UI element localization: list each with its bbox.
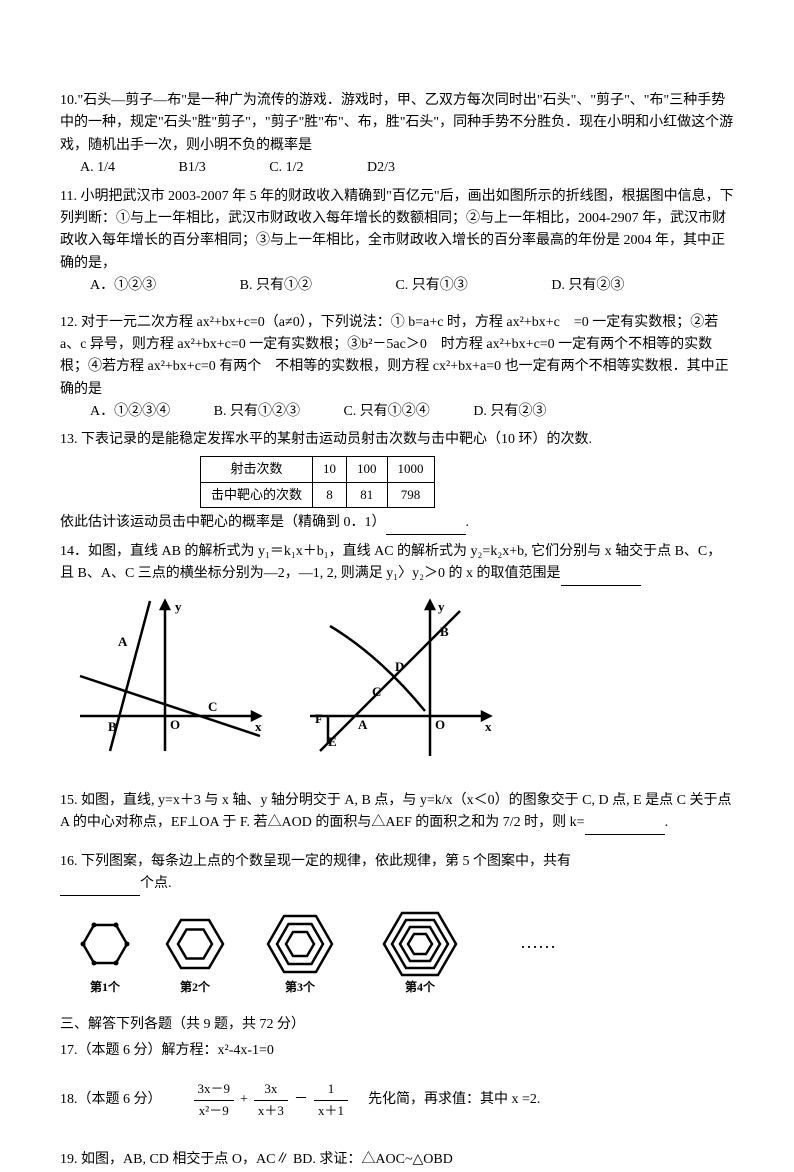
- svg-text:C: C: [372, 684, 381, 699]
- svg-text:C: C: [208, 699, 217, 714]
- hexagon-svg: …… 第1个 第2个 第3个 第4个: [60, 906, 580, 996]
- question-14: 14．如图，直线 AB 的解析式为 y₁＝k₁x＋b₁，直线 AC 的解析式为 …: [60, 541, 734, 586]
- q10-opt-c: C. 1/2: [269, 157, 303, 179]
- graph-figures: x y O A B C x y O B D C A: [60, 596, 500, 756]
- q13-text2: 依此估计该运动员击中靶心的概率是（精确到 0．1）.: [60, 512, 734, 534]
- pattern-label-3: 第3个: [285, 979, 316, 994]
- q18-frac1: 3x－9 x²－9: [194, 1079, 235, 1122]
- pattern-ellipsis: ……: [520, 932, 556, 952]
- hexagon-patterns: …… 第1个 第2个 第3个 第4个: [60, 906, 734, 1004]
- q11-options: A．①②③ B. 只有①② C. 只有①③ D. 只有②③: [60, 275, 734, 297]
- svg-text:B: B: [108, 719, 117, 734]
- q11-text: 11. 小明把武汉市 2003-2007 年 5 年的财政收入精确到"百亿元"后…: [60, 186, 734, 276]
- q11-opt-b: B. 只有①②: [240, 275, 312, 297]
- q14-blank: [561, 570, 641, 586]
- question-11: 11. 小明把武汉市 2003-2007 年 5 年的财政收入精确到"百亿元"后…: [60, 186, 734, 298]
- svg-text:F: F: [315, 711, 323, 726]
- q16-text: 16. 下列图案，每条边上点的个数呈现一定的规律，依此规律，第 5 个图案中，共…: [60, 854, 571, 869]
- question-13: 13. 下表记录的是能稳定发挥水平的某射击运动员射击次数与击中靶心（10 环）的…: [60, 429, 734, 534]
- section-3-title: 三、解答下列各题（共 9 题，共 72 分）: [60, 1014, 734, 1036]
- question-15: 15. 如图，直线, y=x＋3 与 x 轴、y 轴分明交于 A, B 点，与 …: [60, 790, 734, 835]
- q12-opt-c: C. 只有①②④: [343, 401, 429, 423]
- q10-opt-b: B1/3: [179, 157, 206, 179]
- svg-text:y: y: [175, 599, 182, 614]
- q12-text: 12. 对于一元二次方程 ax²+bx+c=0（a≠0），下列说法：① b=a+…: [60, 312, 734, 402]
- q13-r1-c3: 1000: [387, 456, 434, 482]
- q13-text: 13. 下表记录的是能稳定发挥水平的某射击运动员射击次数与击中靶心（10 环）的…: [60, 429, 734, 451]
- question-19: 19. 如图，AB, CD 相交于点 O，AC∥ BD. 求证：△AOC~△OB…: [60, 1149, 734, 1171]
- svg-text:x: x: [255, 719, 262, 734]
- q13-r2-c3: 798: [387, 482, 434, 508]
- q18-frac3: 1 x＋1: [314, 1079, 348, 1122]
- question-18: 18.（本题 6 分） 3x－9 x²－9 + 3x x＋3 － 1 x＋1 先…: [60, 1079, 734, 1122]
- q12-options: A．①②③④ B. 只有①②③ C. 只有①②④ D. 只有②③: [60, 401, 734, 423]
- q12-opt-d: D. 只有②③: [473, 401, 546, 423]
- q15-suffix: .: [665, 815, 669, 830]
- pattern-label-2: 第2个: [180, 979, 211, 994]
- q13-r1-h: 射击次数: [201, 456, 313, 482]
- q18-plus: +: [240, 1089, 248, 1111]
- question-17: 17.（本题 6 分）解方程：x²-4x-1=0: [60, 1040, 734, 1062]
- figures-q14-q15: x y O A B C x y O B D C A: [60, 596, 734, 764]
- pattern-label-4: 第4个: [405, 979, 436, 994]
- svg-text:A: A: [118, 634, 128, 649]
- question-12: 12. 对于一元二次方程 ax²+bx+c=0（a≠0），下列说法：① b=a+…: [60, 312, 734, 424]
- svg-text:O: O: [170, 717, 180, 732]
- svg-text:E: E: [328, 734, 337, 749]
- q16-blank: [60, 880, 140, 896]
- q13-r2-c1: 8: [313, 482, 347, 508]
- q13-r1-c2: 100: [347, 456, 388, 482]
- q18-prefix: 18.（本题 6 分）: [60, 1089, 162, 1111]
- q13-r2-c2: 81: [347, 482, 388, 508]
- pattern-label-1: 第1个: [90, 979, 121, 994]
- q12-opt-a: A．①②③④: [90, 401, 170, 423]
- question-16: 16. 下列图案，每条边上点的个数呈现一定的规律，依此规律，第 5 个图案中，共…: [60, 851, 734, 896]
- q13-blank: [386, 519, 466, 535]
- svg-text:O: O: [435, 717, 445, 732]
- q10-opt-d: D2/3: [367, 157, 395, 179]
- q18-suffix: 先化简，再求值：其中 x =2.: [354, 1089, 540, 1111]
- svg-text:A: A: [358, 717, 368, 732]
- q12-opt-b: B. 只有①②③: [214, 401, 300, 423]
- q10-options: A. 1/4 B1/3 C. 1/2 D2/3: [60, 157, 734, 179]
- svg-text:D: D: [395, 659, 404, 674]
- q11-opt-c: C. 只有①③: [395, 275, 467, 297]
- q10-opt-a: A. 1/4: [80, 157, 115, 179]
- q18-frac2: 3x x＋3: [254, 1079, 288, 1122]
- q11-opt-d: D. 只有②③: [551, 275, 624, 297]
- q13-r1-c1: 10: [313, 456, 347, 482]
- q18-minus: －: [294, 1089, 308, 1111]
- q11-opt-a: A．①②③: [90, 275, 156, 297]
- q13-r2-h: 击中靶心的次数: [201, 482, 313, 508]
- question-10: 10."石头—剪子—布"是一种广为流传的游戏．游戏时，甲、乙双方每次同时出"石头…: [60, 90, 734, 180]
- q13-table: 射击次数 10 100 1000 击中靶心的次数 8 81 798: [200, 456, 435, 509]
- svg-text:y: y: [438, 599, 445, 614]
- q16-suffix: 个点.: [140, 876, 172, 891]
- q15-blank: [585, 819, 665, 835]
- svg-text:B: B: [440, 624, 449, 639]
- q10-text: 10."石头—剪子—布"是一种广为流传的游戏．游戏时，甲、乙双方每次同时出"石头…: [60, 90, 734, 157]
- svg-text:x: x: [485, 719, 492, 734]
